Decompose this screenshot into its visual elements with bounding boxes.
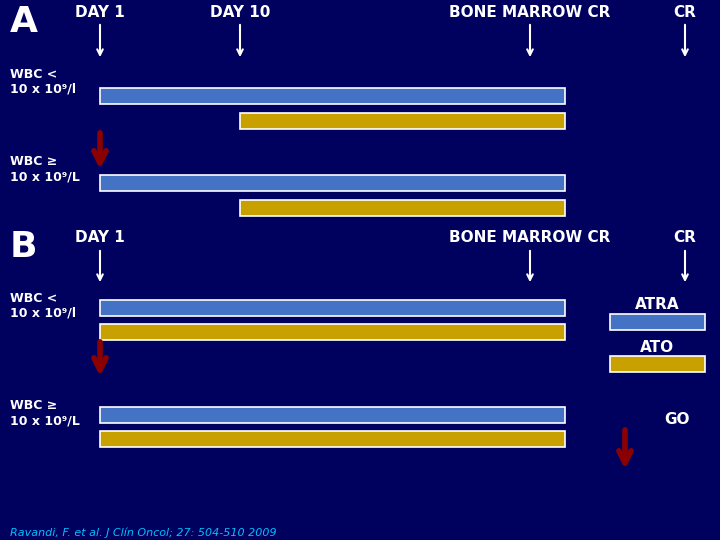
Text: WBC ≥
10 x 10⁹/L: WBC ≥ 10 x 10⁹/L (10, 399, 80, 427)
Bar (100, 300, 565, 316)
Bar (240, 113, 565, 129)
Text: WBC ≥
10 x 10⁹/L: WBC ≥ 10 x 10⁹/L (10, 155, 80, 183)
Text: WBC <
10 x 10⁹/l: WBC < 10 x 10⁹/l (10, 292, 76, 320)
Bar (240, 200, 565, 216)
Text: DAY 1: DAY 1 (75, 230, 125, 245)
Bar (610, 356, 705, 372)
Text: CR: CR (674, 5, 696, 20)
Text: ATO: ATO (640, 340, 674, 355)
Text: ATRA: ATRA (635, 297, 679, 312)
Text: GO: GO (665, 412, 690, 427)
Bar (610, 314, 705, 330)
Bar (100, 407, 565, 423)
Text: CR: CR (674, 230, 696, 245)
Text: BONE MARROW CR: BONE MARROW CR (449, 5, 611, 20)
Bar (100, 88, 565, 104)
Text: Ravandi, F. et al. J Clín Oncol; 27: 504-510 2009: Ravandi, F. et al. J Clín Oncol; 27: 504… (10, 528, 276, 538)
Bar (100, 175, 565, 191)
Text: DAY 10: DAY 10 (210, 5, 270, 20)
Text: BONE MARROW CR: BONE MARROW CR (449, 230, 611, 245)
Text: B: B (10, 230, 37, 264)
Bar (100, 324, 565, 340)
Bar (100, 431, 565, 447)
Text: WBC <
10 x 10⁹/l: WBC < 10 x 10⁹/l (10, 68, 76, 96)
Text: DAY 1: DAY 1 (75, 5, 125, 20)
Text: A: A (10, 5, 38, 39)
